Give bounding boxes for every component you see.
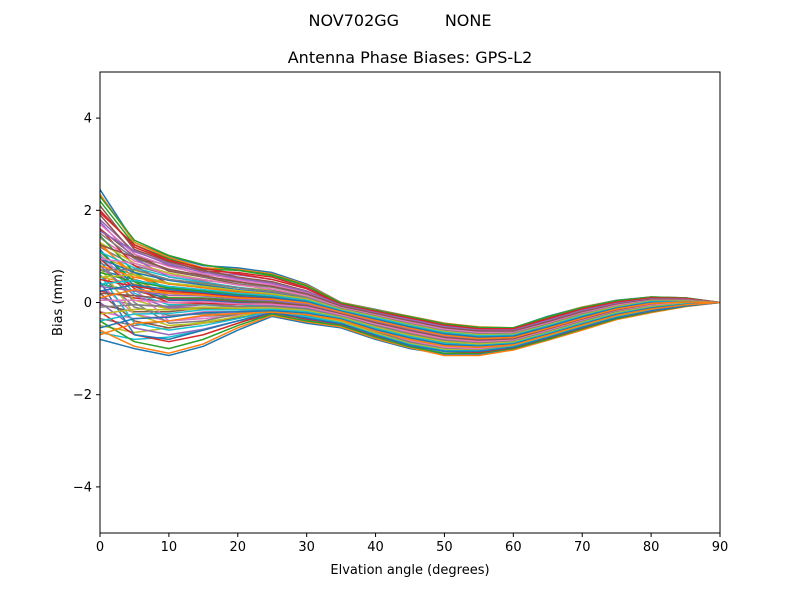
- series-line-70: [99, 284, 721, 338]
- series-line-64: [99, 230, 721, 331]
- x-tick-label: 30: [298, 540, 315, 555]
- series-line-61: [99, 301, 721, 348]
- y-tick-label: −4: [73, 480, 92, 495]
- series-line-62: [99, 196, 721, 329]
- y-tick-label: 2: [84, 204, 92, 219]
- series-line-60: [99, 301, 721, 348]
- series-line-22: [99, 301, 721, 354]
- series-line-68: [99, 274, 721, 336]
- x-tick-label: 20: [230, 540, 247, 555]
- series-line-55: [99, 292, 720, 342]
- series-line-71: [99, 288, 721, 340]
- series-line-66: [99, 257, 721, 334]
- y-tick-label: −2: [73, 388, 92, 403]
- series-line-57: [99, 301, 721, 344]
- series-line-65: [99, 244, 721, 332]
- y-tick-label: 0: [84, 296, 92, 311]
- figure-suptitle: NOV702GG NONE: [309, 11, 492, 30]
- x-tick-label: 50: [436, 540, 453, 555]
- x-axis-label: Elvation angle (degrees): [330, 563, 489, 578]
- y-axis-ticks: −4 −2 0 2 4: [73, 112, 100, 495]
- x-axis-ticks: 0 10 20 30 40 50 60 70 80 90: [96, 533, 728, 555]
- series-line-21: [99, 301, 721, 357]
- x-tick-label: 60: [505, 540, 522, 555]
- x-tick-label: 80: [643, 540, 660, 555]
- x-tick-label: 0: [96, 540, 104, 555]
- x-tick-label: 40: [367, 540, 384, 555]
- series-layer: [99, 189, 721, 357]
- series-line-63: [99, 212, 721, 330]
- chart-title: Antenna Phase Biases: GPS-L2: [288, 48, 533, 67]
- x-tick-label: 10: [161, 540, 178, 555]
- y-axis-label: Bias (mm): [51, 269, 66, 336]
- y-tick-label: 4: [84, 112, 92, 127]
- x-tick-label: 70: [574, 540, 591, 555]
- x-tick-label: 90: [712, 540, 729, 555]
- series-line-58: [99, 301, 721, 345]
- series-line-59: [99, 301, 721, 347]
- series-line-40: [99, 281, 721, 353]
